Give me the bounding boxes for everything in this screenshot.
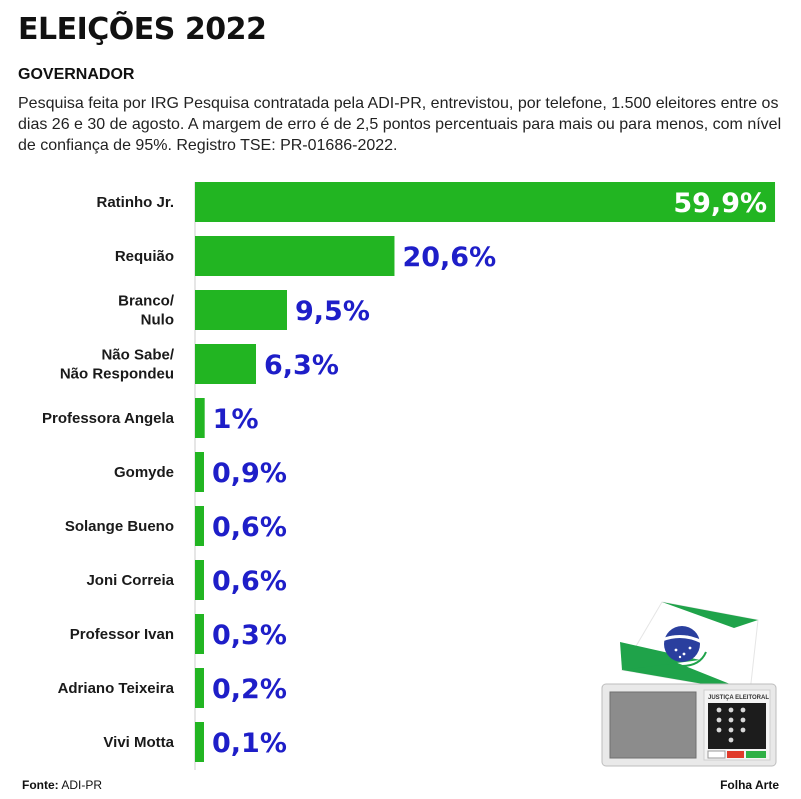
bars-group: Ratinho Jr. 59,9% Requião 20,6% Branco/Nulo 9… [42, 182, 776, 762]
bar [195, 614, 204, 654]
category-label: Professor Ivan [70, 626, 174, 643]
justica-eleitoral-label: JUSTIÇA ELEITORAL [708, 695, 769, 701]
credit-note: Folha Arte [720, 778, 779, 792]
value-label: 0,6% [212, 566, 287, 597]
category-label: Requião [115, 248, 174, 265]
bar [195, 560, 204, 600]
source-note: Fonte: ADI-PR [22, 778, 102, 792]
category-label: Joni Correia [86, 572, 174, 589]
parana-flag-icon [620, 601, 759, 693]
category-label: Solange Bueno [65, 518, 174, 535]
category-label: Ratinho Jr. [96, 194, 174, 211]
value-label: 59,9% [673, 188, 767, 219]
bar [195, 668, 204, 708]
bar [195, 236, 395, 276]
value-label: 1% [213, 404, 259, 435]
category-label: Não Respondeu [60, 366, 174, 383]
category-label: Vivi Motta [103, 734, 174, 751]
category-label: Gomyde [114, 464, 174, 481]
bar [195, 452, 204, 492]
chart-subtitle: GOVERNADOR [18, 66, 135, 83]
category-label: Não Sabe/ [101, 347, 174, 364]
chart-description: Pesquisa feita por IRG Pesquisa contrata… [18, 95, 782, 154]
bar [195, 722, 204, 762]
value-label: 0,9% [212, 458, 287, 489]
ballot-box-icon: JUSTIÇA ELEITORAL [601, 683, 777, 767]
value-label: 9,5% [295, 296, 370, 327]
bar [195, 398, 205, 438]
bar [195, 344, 257, 384]
chart-title: ELEIÇÕES 2022 [18, 12, 267, 47]
category-label: Branco/ [118, 293, 175, 310]
bar [195, 290, 287, 330]
value-label: 0,3% [212, 620, 287, 651]
value-label: 20,6% [402, 242, 496, 273]
bar [195, 506, 204, 546]
value-label: 0,6% [212, 512, 287, 543]
source-value: ADI-PR [61, 778, 102, 792]
bar [195, 182, 776, 222]
value-label: 0,1% [212, 728, 287, 759]
category-label: Professora Angela [42, 410, 175, 427]
source-label: Fonte: [22, 778, 59, 792]
category-label: Nulo [141, 312, 174, 329]
value-label: 6,3% [264, 350, 339, 381]
bar-chart: Ratinho Jr. 59,9% Requião 20,6% Branco/Nulo 9… [42, 182, 776, 770]
value-label: 0,2% [212, 674, 287, 705]
category-label: Adriano Teixeira [58, 680, 175, 697]
voting-machine-illustration: JUSTIÇA ELEITORAL [601, 601, 777, 767]
